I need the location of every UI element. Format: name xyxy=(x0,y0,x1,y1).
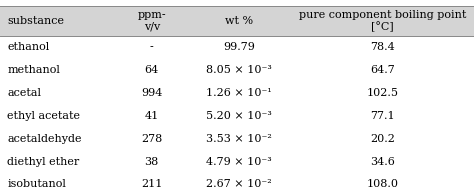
Text: substance: substance xyxy=(7,16,64,26)
Text: 2.67 × 10⁻²: 2.67 × 10⁻² xyxy=(207,179,272,189)
Text: 41: 41 xyxy=(145,111,159,121)
Text: 78.4: 78.4 xyxy=(370,43,395,52)
Text: isobutanol: isobutanol xyxy=(7,179,66,189)
Text: acetaldehyde: acetaldehyde xyxy=(7,134,82,144)
Text: acetal: acetal xyxy=(7,88,41,98)
Text: ethyl acetate: ethyl acetate xyxy=(7,111,80,121)
Text: 4.79 × 10⁻³: 4.79 × 10⁻³ xyxy=(207,157,272,167)
Text: 38: 38 xyxy=(145,157,159,167)
Text: methanol: methanol xyxy=(7,65,60,75)
Text: 99.79: 99.79 xyxy=(223,43,255,52)
Text: 64: 64 xyxy=(145,65,159,75)
Text: pure component boiling point
[°C]: pure component boiling point [°C] xyxy=(299,10,466,32)
Text: 211: 211 xyxy=(141,179,163,189)
Text: 8.05 × 10⁻³: 8.05 × 10⁻³ xyxy=(207,65,272,75)
Text: 77.1: 77.1 xyxy=(371,111,395,121)
Text: 34.6: 34.6 xyxy=(370,157,395,167)
Text: 1.26 × 10⁻¹: 1.26 × 10⁻¹ xyxy=(207,88,272,98)
Text: ppm-
v/v: ppm- v/v xyxy=(137,10,166,32)
Text: 108.0: 108.0 xyxy=(367,179,399,189)
Text: wt %: wt % xyxy=(225,16,254,26)
Bar xyxy=(0,6,474,36)
Text: 994: 994 xyxy=(141,88,163,98)
Text: 278: 278 xyxy=(141,134,162,144)
Text: 5.20 × 10⁻³: 5.20 × 10⁻³ xyxy=(207,111,272,121)
Text: 102.5: 102.5 xyxy=(367,88,399,98)
Text: 64.7: 64.7 xyxy=(370,65,395,75)
Text: diethyl ether: diethyl ether xyxy=(7,157,79,167)
Text: ethanol: ethanol xyxy=(7,43,49,52)
Text: 3.53 × 10⁻²: 3.53 × 10⁻² xyxy=(207,134,272,144)
Text: -: - xyxy=(150,43,154,52)
Text: 20.2: 20.2 xyxy=(370,134,395,144)
